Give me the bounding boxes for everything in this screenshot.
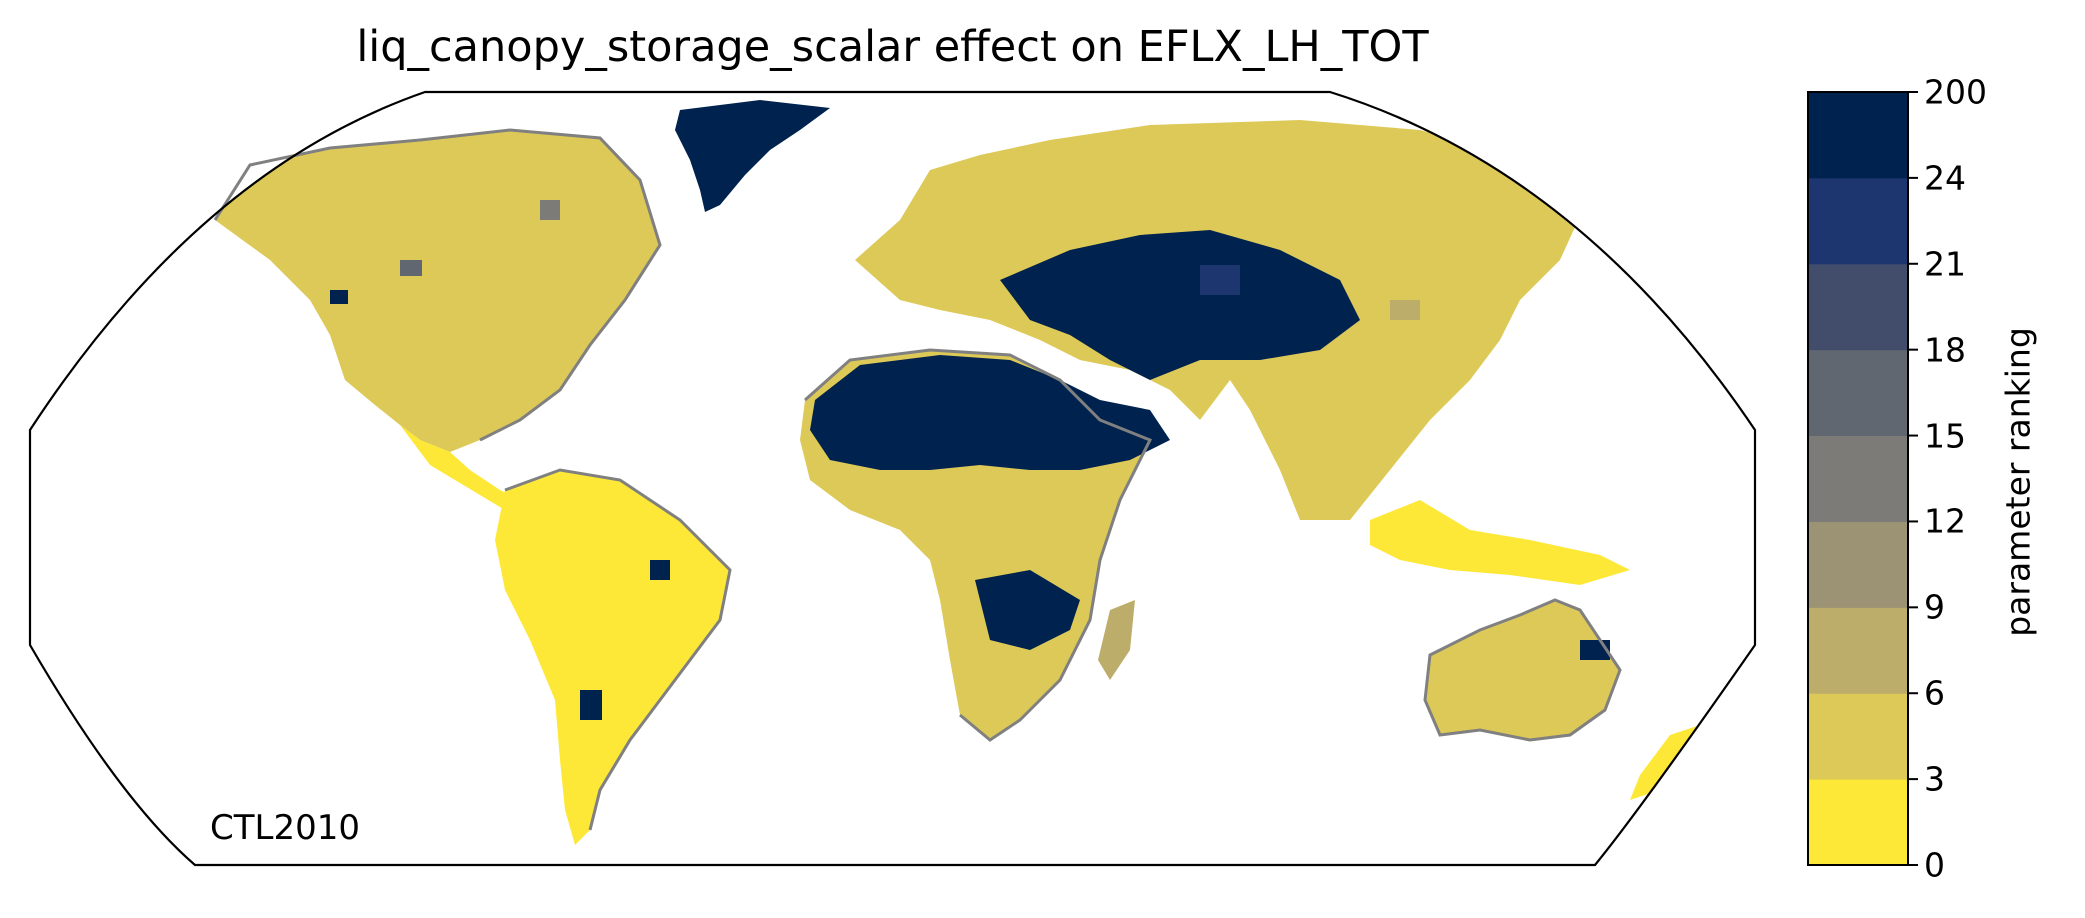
colorbar-bin — [1808, 349, 1908, 437]
colorbar-tick-label: 0 — [1924, 845, 1945, 885]
map-title: liq_canopy_storage_scalar effect on EFLX… — [356, 22, 1429, 72]
colorbar-bin — [1808, 521, 1908, 608]
colorbar-bin — [1808, 92, 1908, 179]
colorbar-tick-label: 15 — [1924, 416, 1966, 456]
colorbar-tick-label: 12 — [1924, 501, 1966, 541]
madagascar-region — [1098, 600, 1135, 680]
south-america-region — [495, 470, 730, 845]
colorbar-bin — [1808, 177, 1908, 265]
central-asia-region — [1000, 230, 1360, 380]
colorbar-bin — [1808, 693, 1908, 780]
southern-africa-region — [975, 570, 1080, 650]
colorbar-bin — [1808, 779, 1908, 866]
colorbar-tick-label: 18 — [1924, 330, 1966, 370]
australia-region — [1425, 600, 1620, 740]
colorbar-tick-label: 21 — [1924, 244, 1966, 284]
case-label: CTL2010 — [210, 808, 360, 848]
map-boundary — [28, 90, 1757, 867]
sahara-region — [810, 355, 1170, 470]
greenland-region — [675, 100, 830, 212]
colorbar-tick-label: 9 — [1924, 587, 1945, 627]
colorbar-bin — [1808, 435, 1908, 522]
colorbar-tick-label: 200 — [1924, 72, 1987, 112]
colorbar-label: parameter ranking — [1998, 327, 2038, 637]
colorbar-tick-label: 24 — [1924, 158, 1966, 198]
colorbar-tick-label: 3 — [1924, 759, 1945, 799]
central-america-region — [400, 425, 520, 510]
maritime-asia-region — [1370, 500, 1630, 585]
colorbar-tick-label: 6 — [1924, 673, 1945, 713]
colorbar-bin — [1808, 263, 1908, 351]
new-zealand-region — [1630, 725, 1700, 800]
colorbar-bin — [1808, 607, 1908, 694]
